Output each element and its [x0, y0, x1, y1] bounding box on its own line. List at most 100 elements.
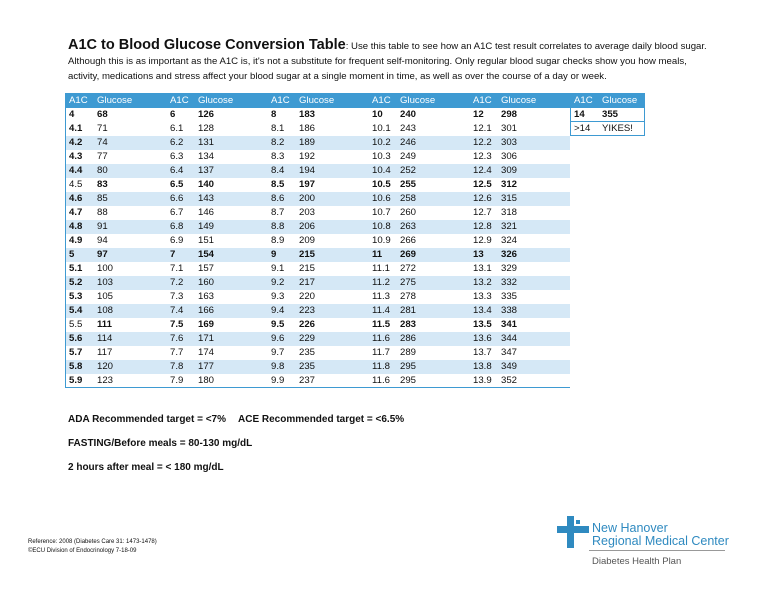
table-cell: 298: [501, 109, 518, 120]
table-cell: 4.7: [69, 207, 83, 218]
table-cell: 12.3: [473, 151, 492, 162]
table-cell: 7.9: [170, 375, 184, 386]
table-cell: 114: [97, 333, 113, 344]
table-cell: 6.9: [170, 235, 184, 246]
table-cell: 352: [501, 375, 518, 386]
table-cell: 108: [97, 305, 114, 316]
table-cell: 157: [198, 263, 215, 274]
table-cell: 9.7: [271, 347, 285, 358]
logo-subtitle: Diabetes Health Plan: [592, 556, 682, 567]
table-row: [65, 276, 570, 290]
table-row: [65, 360, 570, 374]
table-cell: 100: [97, 263, 114, 274]
table-cell: 77: [97, 151, 108, 162]
table-cell: 128: [198, 123, 215, 134]
table-cell: 8.8: [271, 221, 285, 232]
table-cell: 7.6: [170, 333, 184, 344]
column-header: A1C: [69, 95, 88, 106]
table-cell: 11.6: [372, 333, 390, 344]
table-cell: 11.3: [372, 291, 390, 302]
table-cell: 8: [271, 109, 277, 120]
table-cell: 8.2: [271, 137, 285, 148]
intro-text: : Use this table to see how an A1C test …: [68, 41, 707, 82]
table-row: [65, 304, 570, 318]
table-cell: 321: [501, 221, 518, 232]
table-cell: 13.9: [473, 375, 492, 386]
table-cell: 160: [198, 277, 215, 288]
table-cell: 4.1: [69, 123, 83, 134]
table-cell: 5.7: [69, 347, 83, 358]
table-cell: 197: [299, 179, 316, 190]
table-cell: 281: [400, 305, 417, 316]
table-cell: 335: [501, 291, 518, 302]
table-cell: 13.5: [473, 319, 492, 330]
table-row: [65, 206, 570, 220]
table-cell: 9.4: [271, 305, 285, 316]
table-cell: 283: [400, 319, 417, 330]
table-cell: 7: [170, 249, 176, 260]
table-row: [65, 234, 570, 248]
table-cell: 126: [198, 109, 215, 120]
table-cell: 217: [299, 277, 316, 288]
table-cell: 10.5: [372, 179, 391, 190]
table-cell: 13.1: [473, 263, 492, 274]
table-cell: 143: [198, 193, 215, 204]
copyright: ©ECU Division of Endocrinology 7-18-09: [28, 548, 137, 554]
table-cell: 252: [400, 165, 417, 176]
table-cell: 289: [400, 347, 417, 358]
table-cell: 103: [97, 277, 114, 288]
table-cell: 171: [198, 333, 215, 344]
table-cell: 11.5: [372, 319, 391, 330]
table-cell: 9.9: [271, 375, 285, 386]
table-cell: 260: [400, 207, 417, 218]
table-cell: 7.1: [170, 263, 184, 274]
table-cell: 6.4: [170, 165, 184, 176]
table-cell: 235: [299, 361, 316, 372]
table-cell: 12.8: [473, 221, 492, 232]
table-cell: 111: [97, 319, 112, 330]
table-cell: 4.4: [69, 165, 83, 176]
table-cell: 120: [97, 361, 114, 372]
table-cell: 177: [198, 361, 215, 372]
table-cell: 71: [97, 123, 108, 134]
table-cell: 11.8: [372, 361, 390, 372]
table-cell: 91: [97, 221, 108, 232]
table-cell: 9: [271, 249, 277, 260]
table-cell: 131: [198, 137, 215, 148]
table-cell: 235: [299, 347, 316, 358]
table-cell: 14: [574, 109, 585, 120]
table-row: [65, 108, 570, 122]
table-row: [65, 122, 570, 136]
table-cell: 243: [400, 123, 417, 134]
table-cell: 237: [299, 375, 316, 386]
table-cell: 83: [97, 179, 108, 190]
table-row: [65, 178, 570, 192]
table-row: [65, 136, 570, 150]
ace-target: ACE Recommended target = <6.5%: [238, 414, 405, 425]
table-cell: 258: [400, 193, 417, 204]
table-cell: 206: [299, 221, 316, 232]
table-cell: 140: [198, 179, 215, 190]
table-cell: 220: [299, 291, 316, 302]
column-header: A1C: [170, 95, 189, 106]
table-row: [65, 346, 570, 360]
table-row: [65, 192, 570, 206]
table-cell: 200: [299, 193, 316, 204]
table-cell: 306: [501, 151, 518, 162]
table-cell: 6.8: [170, 221, 184, 232]
table-cell: 4.2: [69, 137, 83, 148]
table-cell: 117: [97, 347, 113, 358]
table-cell: 4.9: [69, 235, 83, 246]
table-cell: 6: [170, 109, 176, 120]
table-cell: 12.2: [473, 137, 492, 148]
table-cell: 8.3: [271, 151, 285, 162]
table-cell: 10.6: [372, 193, 391, 204]
table-cell: 6.2: [170, 137, 184, 148]
table-cell: 341: [501, 319, 518, 330]
table-cell: 209: [299, 235, 316, 246]
table-cell: 5.6: [69, 333, 83, 344]
table-cell: 149: [198, 221, 215, 232]
table-cell: 5.1: [69, 263, 83, 274]
column-header: Glucose: [602, 95, 638, 106]
